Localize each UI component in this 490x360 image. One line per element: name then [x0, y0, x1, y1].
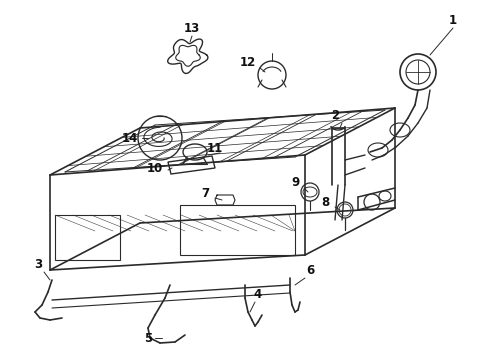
Text: 6: 6 [306, 264, 314, 276]
Text: 7: 7 [201, 186, 209, 199]
Text: 1: 1 [449, 14, 457, 27]
Text: 4: 4 [254, 288, 262, 302]
Text: 14: 14 [122, 131, 138, 144]
Text: 10: 10 [147, 162, 163, 175]
Text: 8: 8 [321, 195, 329, 208]
Text: 2: 2 [331, 108, 339, 122]
Text: 3: 3 [34, 258, 42, 271]
Text: 9: 9 [291, 176, 299, 189]
Text: 12: 12 [240, 55, 256, 68]
Text: 11: 11 [207, 141, 223, 154]
Text: 5: 5 [144, 332, 152, 345]
Text: 13: 13 [184, 22, 200, 35]
